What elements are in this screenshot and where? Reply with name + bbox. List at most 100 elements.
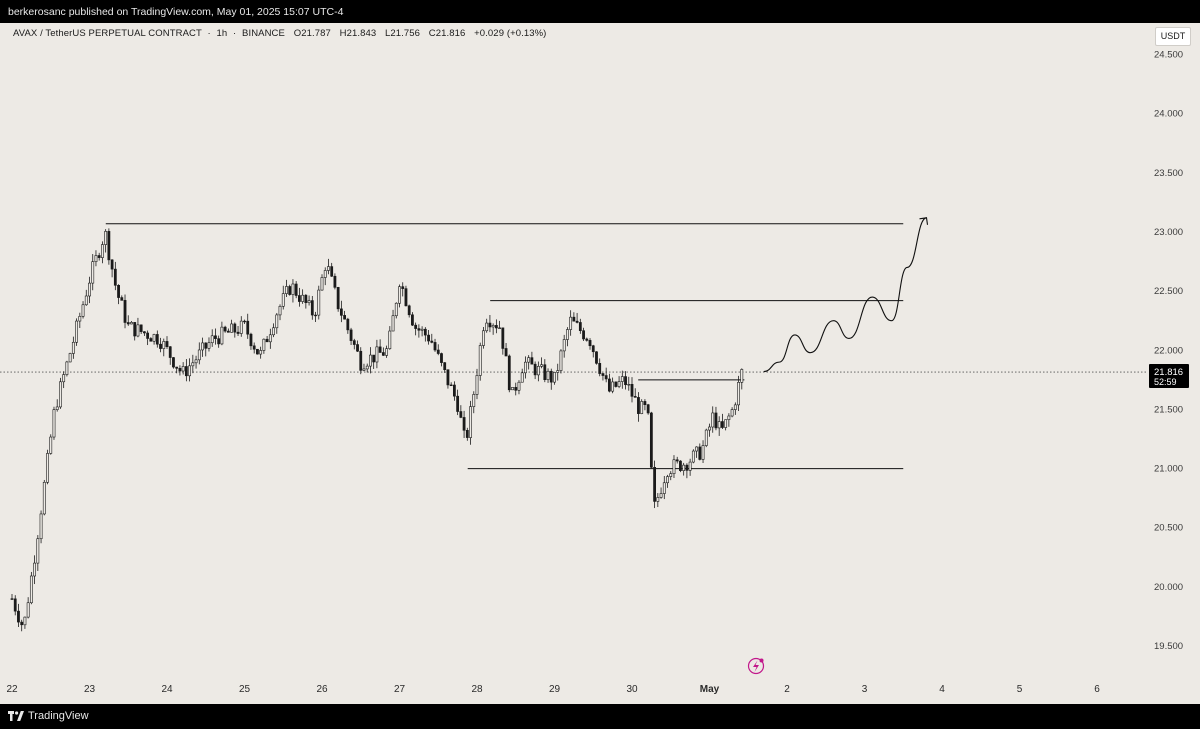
time-tick-label: 6 [1094,684,1100,695]
candle-body [207,342,211,349]
candle-body [369,354,372,367]
legend-interval[interactable]: 1h [216,28,228,39]
candle-body [711,412,715,428]
candle-body [188,365,192,377]
candle-body [291,283,295,295]
candle-body [591,345,595,353]
candle-body [540,364,543,367]
candle-body [427,334,430,342]
chart-frame[interactable]: 24.500 24.000 23.500 23.000 22.500 22.000 21.5… [0,23,1200,704]
candle-body [317,289,321,316]
price-badge-countdown: 52:59 [1154,377,1177,387]
candle-body [210,335,214,344]
candle-body [633,396,637,398]
candle-body [372,354,376,363]
candle-body [39,513,43,540]
candle-body [46,453,49,483]
legend-change: +0.029 (+0.13%) [474,28,547,39]
candle-body [569,316,573,330]
candle-body [172,357,175,368]
candle-body [59,381,62,408]
candle-body [485,322,489,332]
candle-body [356,344,359,352]
candle-body [511,387,514,391]
candle-body [330,266,334,277]
candle-body [498,327,502,329]
candle-body [301,294,305,302]
legend-symbol[interactable]: AVAX / TetherUS PERPETUAL CONTRACT [13,28,202,39]
candle-body [178,368,182,372]
candle-body [662,482,666,494]
candle-body [94,255,98,263]
publish-text: berkerosanc published on TradingView.com… [8,6,344,18]
publish-bar: berkerosanc published on TradingView.com… [0,0,1200,23]
price-badge-bg [1149,364,1189,389]
currency-badge[interactable]: USDT [1155,27,1191,46]
legend-open: O21.787 [293,28,331,39]
time-tick-label: 26 [316,684,328,695]
candle-body [336,287,340,310]
candle-body [223,326,227,332]
candle-body [507,355,511,391]
candle-body [517,381,521,391]
candle-body [181,366,185,372]
candle-body [352,340,356,345]
price-tick-label: 20.500 [1154,523,1183,534]
candle-body [17,610,20,623]
candle-body [546,370,550,380]
candle-body [611,381,615,392]
candle-body [514,387,518,391]
candle-body [595,351,598,364]
candle-body [501,327,505,349]
candle-body [285,286,288,294]
candle-body [365,365,369,370]
candle-body [724,419,728,428]
price-badge-value: 21.816 [1154,367,1183,378]
candle-body [375,346,379,363]
candle-body [714,412,718,429]
candle-body [133,322,137,337]
candle-body [588,340,592,347]
time-tick-label: 28 [471,684,483,695]
candle-body [653,467,657,502]
candle-body [130,322,133,325]
candle-body [220,326,224,345]
candle-body [543,364,547,380]
candle-body [268,334,272,343]
candle-body [278,306,282,316]
candle-body [630,384,634,397]
candle-body [339,308,343,316]
time-tick-label: 2 [784,684,790,695]
candle-body [91,261,95,284]
candle-body [49,436,53,454]
candle-body [433,342,437,351]
price-tick-label: 22.500 [1154,286,1183,297]
price-chart[interactable]: 24.500 24.000 23.500 23.000 22.500 22.000 21.5… [0,23,1200,704]
candle-body [411,314,414,326]
candle-body [333,275,337,288]
tradingview-logo[interactable]: TradingView [8,710,89,722]
candle-body [562,339,566,352]
candle-body [556,370,560,373]
candle-body [65,361,69,375]
candle-body [666,476,669,484]
candle-body [401,286,405,289]
candle-body [614,381,618,387]
candle-body [165,341,169,347]
candle-body [146,332,150,339]
candle-body [155,334,159,345]
candle-body [478,345,482,376]
candle-body [404,288,408,307]
candle-body [233,323,237,333]
price-tick-label: 21.000 [1154,464,1183,475]
price-tick-label: 19.500 [1154,641,1183,652]
candle-body [152,334,156,342]
candle-body [246,320,250,335]
candle-body [62,374,66,383]
symbol-legend: AVAX / TetherUS PERPETUAL CONTRACT · 1h … [13,28,546,39]
candle-body [688,461,692,471]
event-icon-dot [759,658,764,663]
price-tick-label: 20.000 [1154,582,1183,593]
candle-body [68,353,72,363]
